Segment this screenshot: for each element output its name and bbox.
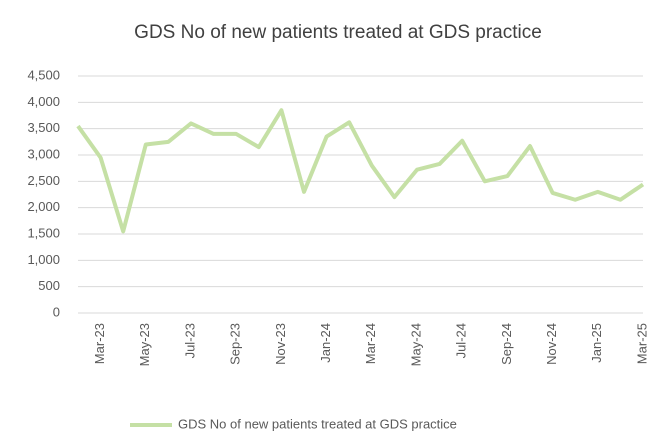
y-tick-label: 1,500 bbox=[27, 225, 60, 240]
y-tick-label: 1,000 bbox=[27, 252, 60, 267]
x-tick-label: Sep-23 bbox=[228, 323, 243, 365]
x-tick-label: Mar-23 bbox=[92, 323, 107, 364]
y-tick-label: 4,000 bbox=[27, 94, 60, 109]
y-tick-label: 500 bbox=[38, 278, 60, 293]
x-tick-label: Jan-25 bbox=[589, 323, 604, 363]
x-tick-label: Nov-24 bbox=[544, 323, 559, 365]
x-tick-label: Nov-23 bbox=[273, 323, 288, 365]
chart-title: GDS No of new patients treated at GDS pr… bbox=[134, 22, 542, 43]
data-line bbox=[76, 108, 645, 234]
x-tick-label: Jul-23 bbox=[182, 323, 197, 358]
x-tick-label: May-23 bbox=[137, 323, 152, 366]
y-tick-label: 2,500 bbox=[27, 173, 60, 188]
y-tick-label: 0 bbox=[53, 304, 60, 319]
y-tick-label: 3,500 bbox=[27, 120, 60, 135]
x-tick-label: Jul-24 bbox=[454, 323, 469, 358]
legend-label: GDS No of new patients treated at GDS pr… bbox=[178, 416, 457, 431]
x-tick-label: Jan-24 bbox=[318, 323, 333, 363]
y-tick-label: 3,000 bbox=[27, 146, 60, 161]
y-tick-label: 2,000 bbox=[27, 199, 60, 214]
x-tick-label: Mar-25 bbox=[634, 323, 649, 364]
x-tick-label: Sep-24 bbox=[499, 323, 514, 365]
x-tick-label: Mar-24 bbox=[363, 323, 378, 364]
y-tick-label: 4,500 bbox=[27, 67, 60, 82]
x-tick-label: May-24 bbox=[408, 323, 423, 366]
